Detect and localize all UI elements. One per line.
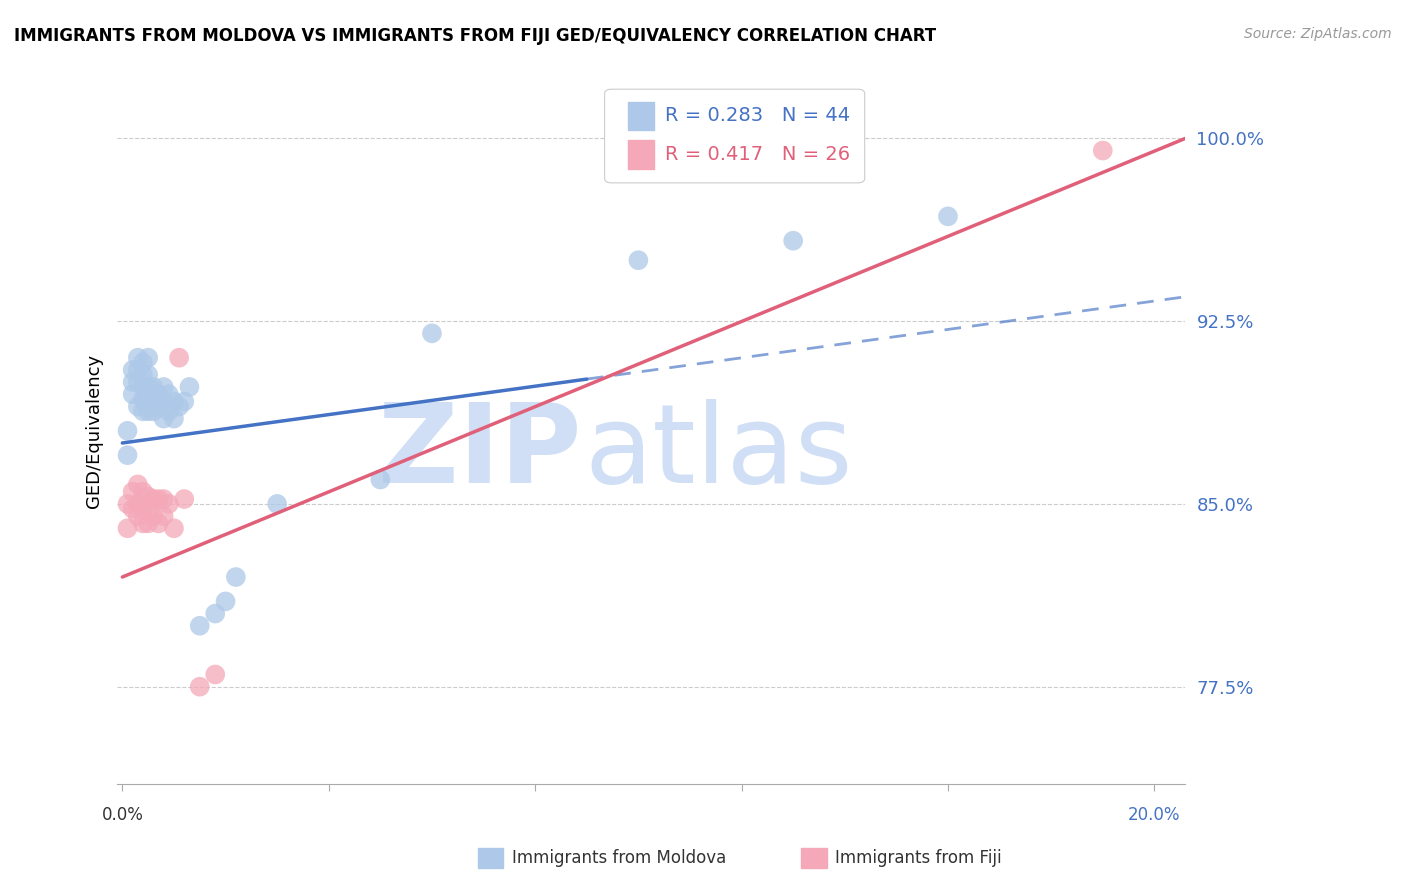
- Point: [163, 394, 186, 409]
- Point: [127, 477, 149, 491]
- Point: [152, 411, 174, 425]
- Point: [121, 484, 143, 499]
- Point: [142, 404, 165, 418]
- Point: [132, 392, 155, 406]
- Point: [136, 351, 159, 365]
- Point: [142, 380, 165, 394]
- Point: [127, 400, 149, 414]
- Text: 20.0%: 20.0%: [1128, 806, 1181, 824]
- Point: [152, 509, 174, 524]
- Point: [225, 570, 247, 584]
- Point: [1091, 144, 1114, 158]
- Point: [136, 404, 159, 418]
- Point: [132, 355, 155, 369]
- Point: [117, 448, 139, 462]
- Point: [188, 619, 211, 633]
- Point: [132, 368, 155, 382]
- Point: [148, 491, 170, 506]
- Point: [142, 392, 165, 406]
- Point: [117, 497, 139, 511]
- Point: [136, 380, 159, 394]
- Text: Immigrants from Moldova: Immigrants from Moldova: [512, 849, 725, 867]
- Point: [127, 375, 149, 389]
- Point: [163, 521, 186, 535]
- Point: [782, 234, 804, 248]
- Point: [188, 680, 211, 694]
- Point: [204, 607, 226, 621]
- Point: [214, 594, 236, 608]
- Point: [148, 516, 170, 531]
- Point: [148, 387, 170, 401]
- Point: [136, 392, 159, 406]
- Text: R = 0.283   N = 44: R = 0.283 N = 44: [665, 106, 851, 126]
- Text: ZIP: ZIP: [378, 399, 582, 506]
- Point: [370, 473, 392, 487]
- Point: [132, 516, 155, 531]
- Point: [173, 491, 195, 506]
- Point: [127, 497, 149, 511]
- Point: [152, 491, 174, 506]
- Point: [121, 501, 143, 516]
- Point: [132, 380, 155, 394]
- Text: Source: ZipAtlas.com: Source: ZipAtlas.com: [1244, 27, 1392, 41]
- Point: [132, 404, 155, 418]
- Point: [179, 380, 201, 394]
- Point: [136, 490, 159, 504]
- Point: [132, 501, 155, 516]
- Text: atlas: atlas: [583, 399, 852, 506]
- Point: [117, 424, 139, 438]
- Point: [127, 363, 149, 377]
- Point: [136, 501, 159, 516]
- Point: [121, 375, 143, 389]
- Point: [420, 326, 443, 341]
- Point: [121, 363, 143, 377]
- Point: [266, 497, 288, 511]
- Text: 0.0%: 0.0%: [101, 806, 143, 824]
- Point: [132, 484, 155, 499]
- Text: R = 0.417   N = 26: R = 0.417 N = 26: [665, 145, 851, 164]
- Point: [157, 404, 180, 418]
- Point: [127, 509, 149, 524]
- Point: [136, 516, 159, 531]
- Point: [163, 411, 186, 425]
- Point: [117, 521, 139, 535]
- Point: [148, 400, 170, 414]
- Point: [121, 387, 143, 401]
- Point: [167, 400, 190, 414]
- Point: [152, 380, 174, 394]
- Text: Immigrants from Fiji: Immigrants from Fiji: [835, 849, 1002, 867]
- Point: [167, 351, 190, 365]
- Point: [136, 368, 159, 382]
- Point: [204, 667, 226, 681]
- Point: [142, 491, 165, 506]
- Point: [936, 210, 959, 224]
- Point: [152, 394, 174, 409]
- Point: [127, 351, 149, 365]
- Point: [142, 509, 165, 524]
- Text: IMMIGRANTS FROM MOLDOVA VS IMMIGRANTS FROM FIJI GED/EQUIVALENCY CORRELATION CHAR: IMMIGRANTS FROM MOLDOVA VS IMMIGRANTS FR…: [14, 27, 936, 45]
- Point: [627, 253, 650, 268]
- Point: [173, 394, 195, 409]
- Y-axis label: GED/Equivalency: GED/Equivalency: [86, 354, 103, 508]
- Point: [157, 387, 180, 401]
- Point: [157, 497, 180, 511]
